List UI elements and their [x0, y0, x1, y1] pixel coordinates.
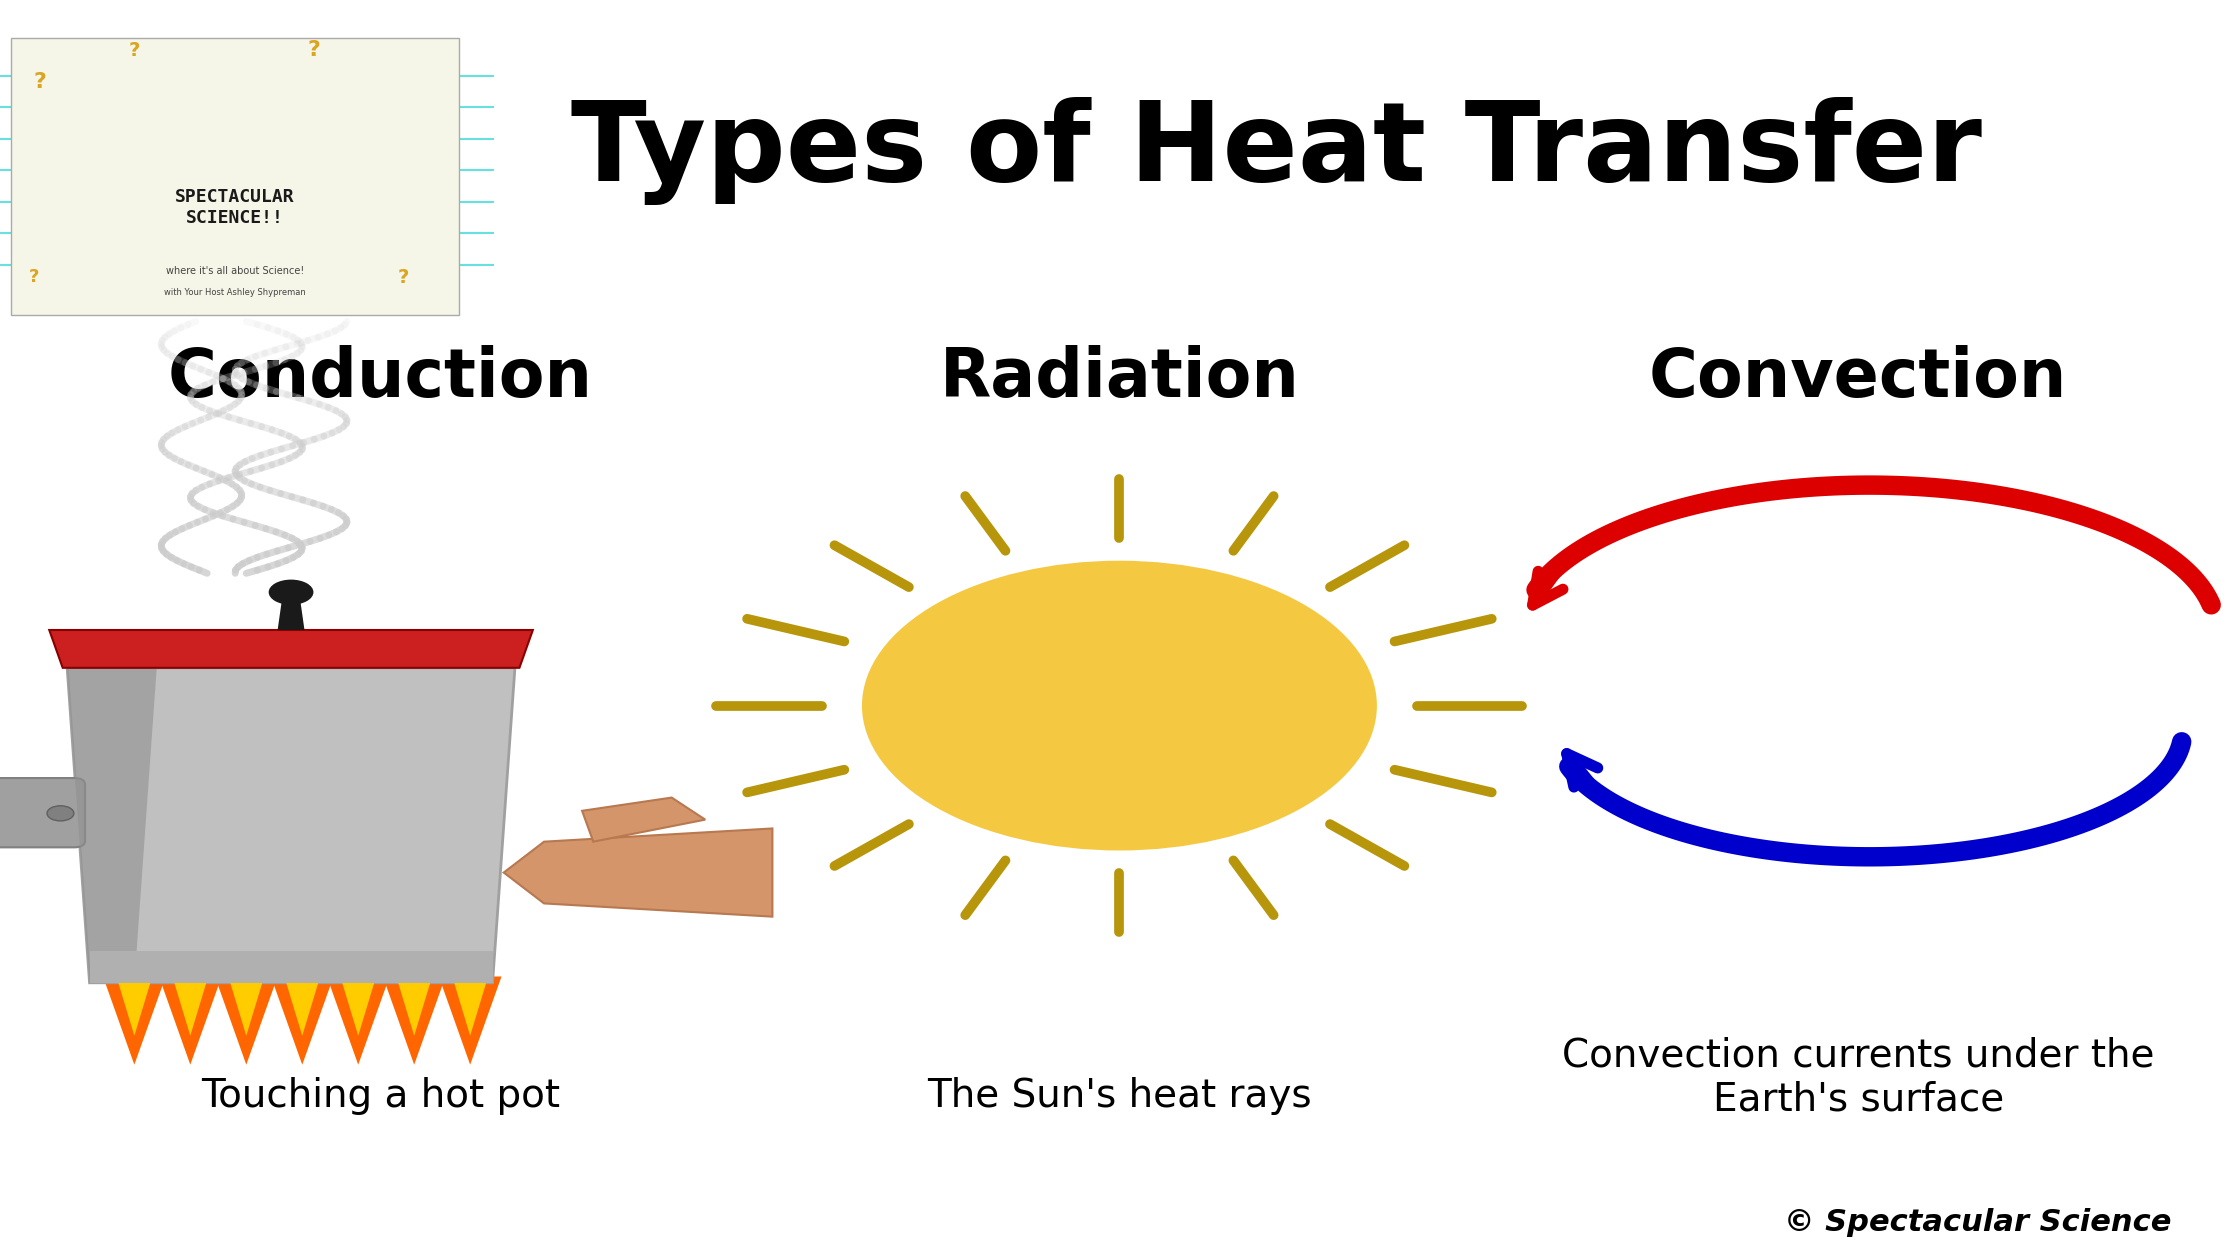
- Text: ?: ?: [307, 40, 320, 60]
- Polygon shape: [67, 668, 515, 983]
- Text: Conduction: Conduction: [168, 345, 594, 411]
- Text: The Sun's heat rays: The Sun's heat rays: [927, 1077, 1313, 1115]
- Text: Convection currents under the
Earth's surface: Convection currents under the Earth's su…: [1561, 1036, 2155, 1119]
- Text: ?: ?: [29, 268, 38, 286]
- Polygon shape: [116, 976, 152, 1036]
- Polygon shape: [284, 976, 320, 1036]
- Text: where it's all about Science!: where it's all about Science!: [166, 266, 305, 276]
- Polygon shape: [228, 976, 264, 1036]
- Polygon shape: [439, 976, 502, 1065]
- Text: Touching a hot pot: Touching a hot pot: [202, 1077, 560, 1115]
- Circle shape: [47, 806, 74, 822]
- Text: SPECTACULAR
SCIENCE!!: SPECTACULAR SCIENCE!!: [175, 189, 296, 227]
- Polygon shape: [504, 829, 773, 917]
- Text: ?: ?: [396, 267, 408, 287]
- Polygon shape: [49, 630, 533, 668]
- Polygon shape: [340, 976, 376, 1036]
- Circle shape: [269, 580, 314, 605]
- Polygon shape: [67, 668, 157, 983]
- Text: Radiation: Radiation: [939, 345, 1299, 411]
- Text: Convection: Convection: [1649, 345, 2068, 411]
- Polygon shape: [396, 976, 432, 1036]
- Text: with Your Host Ashley Shypreman: with Your Host Ashley Shypreman: [164, 287, 307, 297]
- Polygon shape: [452, 976, 488, 1036]
- Text: ?: ?: [128, 40, 141, 60]
- Text: ?: ?: [34, 72, 47, 92]
- Polygon shape: [215, 976, 278, 1065]
- Polygon shape: [172, 976, 208, 1036]
- Polygon shape: [103, 976, 166, 1065]
- FancyBboxPatch shape: [11, 38, 459, 315]
- Circle shape: [862, 561, 1378, 851]
- Polygon shape: [159, 976, 222, 1065]
- Text: © Spectacular Science: © Spectacular Science: [1785, 1207, 2173, 1237]
- Polygon shape: [271, 976, 334, 1065]
- Polygon shape: [383, 976, 446, 1065]
- Polygon shape: [90, 951, 493, 983]
- Polygon shape: [582, 798, 706, 842]
- Text: Types of Heat Transfer: Types of Heat Transfer: [571, 97, 1982, 205]
- FancyBboxPatch shape: [0, 777, 85, 847]
- Polygon shape: [278, 598, 305, 630]
- Polygon shape: [327, 976, 390, 1065]
